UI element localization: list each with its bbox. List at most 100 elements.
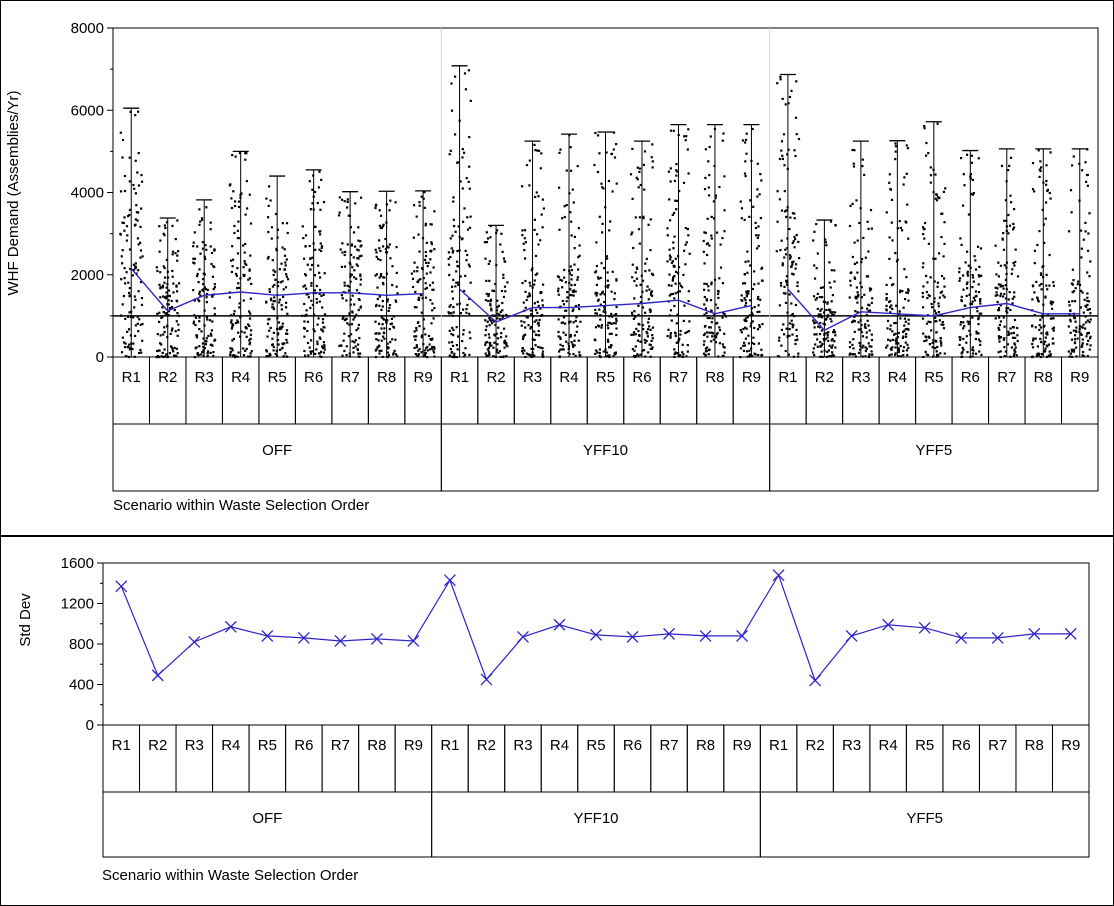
data-point — [703, 332, 707, 335]
data-point — [895, 304, 898, 307]
data-point — [285, 332, 288, 335]
data-point — [243, 260, 246, 263]
data-point — [1015, 354, 1018, 357]
data-point — [1052, 342, 1055, 345]
data-point — [413, 346, 416, 349]
data-point — [524, 241, 527, 244]
data-point — [1047, 313, 1050, 316]
scenario-label: R7 — [997, 369, 1016, 386]
data-point — [885, 283, 888, 286]
data-point — [1080, 325, 1083, 328]
data-point — [865, 313, 868, 316]
data-point — [1049, 353, 1052, 356]
data-point — [600, 326, 603, 329]
data-point — [309, 268, 312, 271]
data-point — [128, 348, 131, 351]
data-point — [283, 268, 286, 271]
data-point — [1089, 318, 1092, 321]
data-point — [468, 353, 471, 356]
data-point — [785, 215, 788, 218]
data-point — [357, 323, 360, 326]
data-point — [668, 248, 671, 251]
data-point — [903, 298, 907, 301]
data-point — [286, 341, 289, 344]
data-point — [382, 335, 385, 338]
data-point — [1046, 333, 1049, 336]
data-point — [962, 327, 965, 330]
data-point — [123, 229, 126, 232]
data-point — [791, 241, 794, 245]
data-point — [1000, 336, 1003, 339]
data-point — [527, 353, 530, 356]
data-point — [318, 300, 321, 303]
data-point — [265, 349, 268, 352]
data-point — [971, 276, 975, 279]
data-point — [359, 278, 362, 281]
data-point — [858, 341, 861, 345]
data-point — [832, 329, 836, 332]
data-point — [922, 306, 925, 309]
data-point — [247, 278, 250, 281]
data-point — [971, 348, 974, 351]
data-point — [608, 321, 612, 324]
data-point — [756, 247, 759, 250]
data-point — [378, 224, 381, 227]
data-point — [572, 352, 575, 356]
data-point — [451, 341, 454, 344]
data-point — [672, 264, 675, 267]
data-point — [904, 220, 907, 223]
data-point — [210, 329, 213, 332]
data-point — [974, 295, 977, 298]
data-point — [671, 213, 674, 216]
data-point — [271, 337, 274, 340]
data-point — [1038, 230, 1041, 233]
data-point — [156, 349, 159, 353]
data-point — [350, 244, 353, 247]
data-point — [533, 320, 536, 323]
data-point — [833, 269, 836, 272]
data-point — [380, 226, 383, 229]
data-point — [685, 135, 688, 138]
data-point — [780, 140, 784, 143]
data-point — [678, 190, 681, 193]
data-point — [495, 332, 498, 335]
data-point — [344, 250, 347, 253]
data-point — [466, 253, 469, 257]
data-point — [666, 227, 669, 230]
data-point — [979, 247, 983, 250]
data-point — [812, 319, 815, 322]
data-point — [759, 217, 762, 220]
data-point — [503, 285, 507, 288]
data-point — [377, 344, 381, 347]
data-point — [199, 252, 202, 255]
data-point — [468, 312, 471, 315]
data-point — [859, 348, 862, 351]
data-point — [856, 311, 859, 314]
data-point — [229, 347, 232, 350]
data-point — [610, 332, 613, 335]
data-point — [935, 193, 938, 197]
data-point — [922, 332, 925, 335]
data-point — [784, 292, 787, 295]
data-point — [936, 281, 939, 284]
data-point — [935, 331, 938, 334]
data-point — [831, 294, 834, 297]
data-point — [448, 305, 451, 308]
data-point — [429, 258, 432, 261]
data-point — [165, 258, 168, 261]
data-point — [360, 254, 363, 257]
data-point — [450, 109, 454, 112]
data-point — [852, 338, 855, 341]
data-point — [521, 350, 524, 353]
data-point — [671, 278, 675, 281]
data-point — [749, 325, 752, 328]
data-point — [603, 293, 606, 296]
data-point — [378, 209, 381, 212]
data-point — [902, 346, 906, 349]
data-point — [930, 329, 933, 332]
data-point — [213, 313, 216, 316]
data-point — [998, 337, 1001, 340]
data-point — [1013, 349, 1016, 352]
data-point — [943, 352, 946, 355]
scenario-cell — [258, 356, 296, 425]
